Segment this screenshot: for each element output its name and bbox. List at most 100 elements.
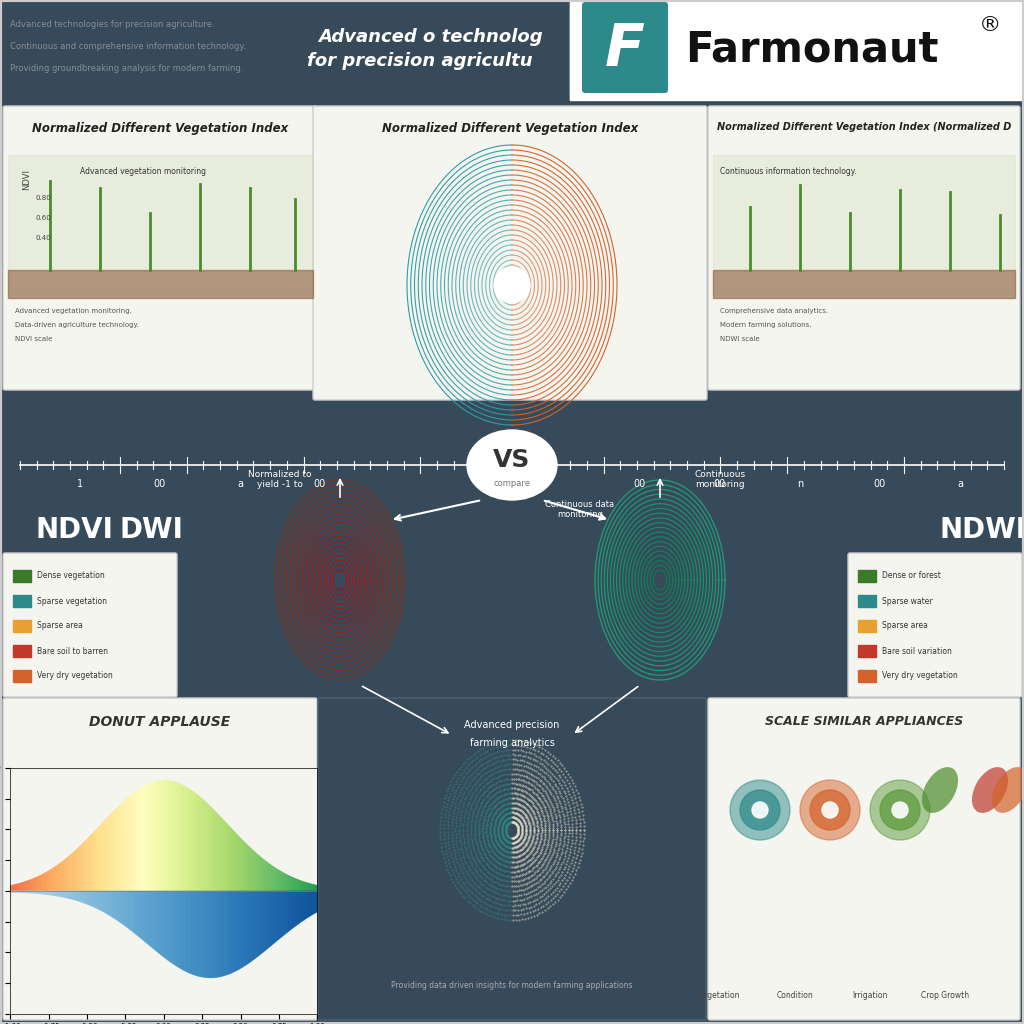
Text: Farmonaut: Farmonaut <box>685 29 939 71</box>
Text: farming analytics: farming analytics <box>470 738 554 748</box>
Circle shape <box>730 780 790 840</box>
Bar <box>713 270 1015 298</box>
Text: 0.80: 0.80 <box>35 195 51 201</box>
Text: Very dry vegetation: Very dry vegetation <box>882 672 957 681</box>
Text: Sparse area: Sparse area <box>882 622 928 631</box>
Text: Advanced technologies for precision agriculture.: Advanced technologies for precision agri… <box>10 20 215 29</box>
Bar <box>858 645 876 657</box>
Bar <box>858 670 876 682</box>
Bar <box>713 155 1015 295</box>
Text: NDVI: NDVI <box>35 516 113 544</box>
Text: DONUT APPLAUSE: DONUT APPLAUSE <box>89 715 230 729</box>
Text: Advanced vegetation monitoring: Advanced vegetation monitoring <box>80 167 206 176</box>
Bar <box>858 620 876 632</box>
Text: 00: 00 <box>314 479 326 489</box>
Bar <box>858 595 876 607</box>
Text: Sparse vegetation: Sparse vegetation <box>37 597 106 605</box>
Text: Bare soil to barren: Bare soil to barren <box>37 646 108 655</box>
Text: Data-driven agriculture technology.: Data-driven agriculture technology. <box>15 322 139 328</box>
Text: F: F <box>605 22 645 79</box>
Ellipse shape <box>467 430 557 500</box>
Text: 00: 00 <box>154 479 166 489</box>
Text: Continuous data
monitoring: Continuous data monitoring <box>546 500 614 519</box>
Bar <box>0 0 570 100</box>
Circle shape <box>752 802 768 818</box>
Bar <box>13 620 31 632</box>
Text: Very dry vegetation: Very dry vegetation <box>37 672 113 681</box>
Text: Continuous and comprehensive information technology.: Continuous and comprehensive information… <box>10 42 246 51</box>
Text: Providing data driven insights for modern farming applications: Providing data driven insights for moder… <box>391 981 633 990</box>
Text: Normalized to
yield -1 to: Normalized to yield -1 to <box>248 470 311 489</box>
Ellipse shape <box>469 432 555 498</box>
Text: Modern farming solutions.: Modern farming solutions. <box>720 322 811 328</box>
Circle shape <box>870 780 930 840</box>
Text: DWI: DWI <box>120 516 184 544</box>
Bar <box>8 155 313 295</box>
Text: Comprehensive data analytics.: Comprehensive data analytics. <box>720 308 828 314</box>
Bar <box>8 270 313 298</box>
Text: 0.40: 0.40 <box>35 234 50 241</box>
Text: Condition: Condition <box>776 991 813 1000</box>
Text: Irrigation: Irrigation <box>852 991 888 1000</box>
Bar <box>13 670 31 682</box>
Bar <box>13 645 31 657</box>
Text: SCALE SIMILAR APPLIANCES: SCALE SIMILAR APPLIANCES <box>765 715 964 728</box>
Text: Normalized Different Vegetation Index: Normalized Different Vegetation Index <box>32 122 288 135</box>
Text: for precision agricultu: for precision agricultu <box>307 52 532 70</box>
Circle shape <box>822 802 838 818</box>
Ellipse shape <box>972 767 1008 813</box>
Text: Dense or forest: Dense or forest <box>882 571 941 581</box>
Circle shape <box>810 790 850 830</box>
Text: Dense vegetation: Dense vegetation <box>37 571 104 581</box>
FancyBboxPatch shape <box>708 698 1020 1020</box>
Text: Bare soil variation: Bare soil variation <box>882 646 952 655</box>
Bar <box>858 570 876 582</box>
Text: Sparse area: Sparse area <box>37 622 83 631</box>
FancyBboxPatch shape <box>3 106 317 390</box>
FancyBboxPatch shape <box>313 106 707 400</box>
Circle shape <box>892 802 908 818</box>
Circle shape <box>494 267 530 303</box>
Text: compare: compare <box>494 478 530 487</box>
Text: Advanced precision: Advanced precision <box>464 720 560 730</box>
Text: NDVI scale: NDVI scale <box>15 336 52 342</box>
Text: NDWI scale: NDWI scale <box>720 336 760 342</box>
FancyBboxPatch shape <box>582 2 668 93</box>
Text: 0.60: 0.60 <box>35 215 51 221</box>
Text: n: n <box>797 479 803 489</box>
Text: Advanced o technolog: Advanced o technolog <box>317 28 543 46</box>
Text: Normalized Different Vegetation Index: Normalized Different Vegetation Index <box>382 122 638 135</box>
FancyBboxPatch shape <box>318 698 706 1020</box>
Circle shape <box>740 790 780 830</box>
Text: Providing groundbreaking analysis for modern farming.: Providing groundbreaking analysis for mo… <box>10 63 244 73</box>
Text: 00: 00 <box>873 479 886 489</box>
Text: Continuous
monitoring: Continuous monitoring <box>694 470 745 489</box>
Ellipse shape <box>922 767 958 813</box>
FancyBboxPatch shape <box>3 698 317 1020</box>
Text: VS: VS <box>494 449 530 472</box>
FancyBboxPatch shape <box>3 553 177 697</box>
Text: ®: ® <box>979 15 1001 35</box>
FancyBboxPatch shape <box>848 553 1022 697</box>
Bar <box>570 0 1024 100</box>
Circle shape <box>800 780 860 840</box>
Text: Crop Growth: Crop Growth <box>921 991 969 1000</box>
Text: 1: 1 <box>77 479 83 489</box>
Text: 00: 00 <box>634 479 646 489</box>
Text: a: a <box>957 479 963 489</box>
FancyBboxPatch shape <box>708 106 1020 390</box>
Text: Advanced vegetation monitoring.: Advanced vegetation monitoring. <box>15 308 132 314</box>
Text: NDVI: NDVI <box>22 170 31 190</box>
Bar <box>570 0 1024 100</box>
Text: a: a <box>237 479 243 489</box>
Text: Vegetation: Vegetation <box>699 991 740 1000</box>
Text: NDWI: NDWI <box>940 516 1024 544</box>
Text: Continuous information technology.: Continuous information technology. <box>720 167 856 176</box>
Text: Sparse water: Sparse water <box>882 597 933 605</box>
Bar <box>13 595 31 607</box>
Text: Normalized Different Vegetation Index (Normalized D: Normalized Different Vegetation Index (N… <box>717 122 1011 132</box>
Circle shape <box>880 790 920 830</box>
Ellipse shape <box>992 767 1024 813</box>
Text: 00: 00 <box>714 479 726 489</box>
Bar <box>13 570 31 582</box>
